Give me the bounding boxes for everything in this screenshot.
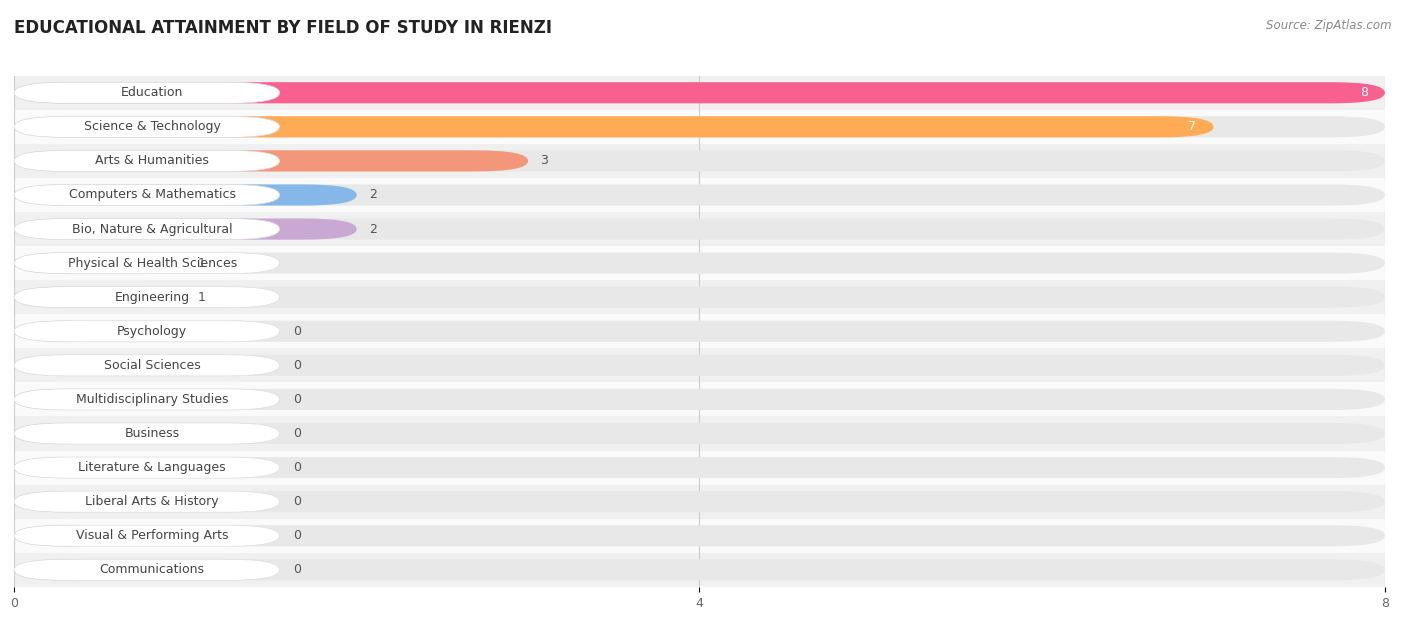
FancyBboxPatch shape	[14, 382, 1385, 416]
Text: Physical & Health Sciences: Physical & Health Sciences	[67, 257, 236, 269]
FancyBboxPatch shape	[14, 184, 357, 206]
Text: 3: 3	[540, 155, 548, 167]
FancyBboxPatch shape	[14, 286, 1385, 308]
Text: EDUCATIONAL ATTAINMENT BY FIELD OF STUDY IN RIENZI: EDUCATIONAL ATTAINMENT BY FIELD OF STUDY…	[14, 19, 553, 37]
FancyBboxPatch shape	[14, 491, 1385, 512]
Text: Education: Education	[121, 86, 183, 99]
FancyBboxPatch shape	[14, 559, 121, 581]
FancyBboxPatch shape	[14, 76, 1385, 110]
FancyBboxPatch shape	[14, 355, 1385, 376]
FancyBboxPatch shape	[14, 150, 280, 172]
FancyBboxPatch shape	[14, 246, 1385, 280]
FancyBboxPatch shape	[14, 389, 1385, 410]
FancyBboxPatch shape	[14, 280, 1385, 314]
Text: 1: 1	[197, 257, 205, 269]
Text: Visual & Performing Arts: Visual & Performing Arts	[76, 529, 228, 542]
FancyBboxPatch shape	[14, 252, 1385, 274]
FancyBboxPatch shape	[14, 525, 280, 546]
Text: 0: 0	[294, 529, 301, 542]
Text: 0: 0	[294, 495, 301, 508]
Text: Multidisciplinary Studies: Multidisciplinary Studies	[76, 393, 228, 406]
FancyBboxPatch shape	[14, 457, 280, 478]
FancyBboxPatch shape	[14, 252, 280, 274]
FancyBboxPatch shape	[14, 144, 1385, 178]
Text: 0: 0	[294, 461, 301, 474]
Text: 2: 2	[368, 189, 377, 201]
FancyBboxPatch shape	[14, 525, 121, 546]
Text: Literature & Languages: Literature & Languages	[79, 461, 226, 474]
Text: Computers & Mathematics: Computers & Mathematics	[69, 189, 236, 201]
FancyBboxPatch shape	[14, 150, 529, 172]
FancyBboxPatch shape	[14, 218, 357, 240]
FancyBboxPatch shape	[14, 116, 1385, 138]
Text: Source: ZipAtlas.com: Source: ZipAtlas.com	[1267, 19, 1392, 32]
FancyBboxPatch shape	[14, 314, 1385, 348]
FancyBboxPatch shape	[14, 184, 280, 206]
FancyBboxPatch shape	[14, 82, 280, 103]
FancyBboxPatch shape	[14, 82, 1385, 103]
Text: Science & Technology: Science & Technology	[84, 121, 221, 133]
FancyBboxPatch shape	[14, 559, 280, 581]
Text: 7: 7	[1188, 121, 1197, 133]
FancyBboxPatch shape	[14, 178, 1385, 212]
FancyBboxPatch shape	[14, 150, 1385, 172]
FancyBboxPatch shape	[14, 110, 1385, 144]
Text: 1: 1	[197, 291, 205, 304]
Text: Liberal Arts & History: Liberal Arts & History	[86, 495, 219, 508]
Text: Communications: Communications	[100, 563, 205, 576]
FancyBboxPatch shape	[14, 485, 1385, 519]
Text: Bio, Nature & Agricultural: Bio, Nature & Agricultural	[72, 223, 232, 235]
FancyBboxPatch shape	[14, 321, 1385, 342]
Text: 0: 0	[294, 427, 301, 440]
Text: 0: 0	[294, 359, 301, 372]
FancyBboxPatch shape	[14, 457, 1385, 478]
FancyBboxPatch shape	[14, 451, 1385, 485]
FancyBboxPatch shape	[14, 416, 1385, 451]
Text: Business: Business	[125, 427, 180, 440]
FancyBboxPatch shape	[14, 553, 1385, 587]
FancyBboxPatch shape	[14, 321, 121, 342]
Text: 0: 0	[294, 393, 301, 406]
FancyBboxPatch shape	[14, 525, 1385, 546]
FancyBboxPatch shape	[14, 457, 121, 478]
FancyBboxPatch shape	[14, 559, 1385, 581]
FancyBboxPatch shape	[14, 491, 121, 512]
FancyBboxPatch shape	[14, 82, 1385, 103]
FancyBboxPatch shape	[14, 348, 1385, 382]
Text: 0: 0	[294, 325, 301, 338]
FancyBboxPatch shape	[14, 252, 186, 274]
FancyBboxPatch shape	[14, 423, 1385, 444]
Text: Engineering: Engineering	[115, 291, 190, 304]
FancyBboxPatch shape	[14, 355, 121, 376]
Text: Psychology: Psychology	[117, 325, 187, 338]
FancyBboxPatch shape	[14, 519, 1385, 553]
FancyBboxPatch shape	[14, 116, 1213, 138]
FancyBboxPatch shape	[14, 491, 280, 512]
FancyBboxPatch shape	[14, 184, 1385, 206]
Text: Social Sciences: Social Sciences	[104, 359, 201, 372]
FancyBboxPatch shape	[14, 218, 1385, 240]
FancyBboxPatch shape	[14, 116, 280, 138]
FancyBboxPatch shape	[14, 389, 121, 410]
Text: 0: 0	[294, 563, 301, 576]
FancyBboxPatch shape	[14, 423, 280, 444]
FancyBboxPatch shape	[14, 389, 280, 410]
FancyBboxPatch shape	[14, 212, 1385, 246]
Text: 2: 2	[368, 223, 377, 235]
FancyBboxPatch shape	[14, 423, 121, 444]
FancyBboxPatch shape	[14, 321, 280, 342]
FancyBboxPatch shape	[14, 286, 280, 308]
Text: 8: 8	[1360, 86, 1368, 99]
FancyBboxPatch shape	[14, 355, 280, 376]
FancyBboxPatch shape	[14, 286, 186, 308]
Text: Arts & Humanities: Arts & Humanities	[96, 155, 209, 167]
FancyBboxPatch shape	[14, 218, 280, 240]
